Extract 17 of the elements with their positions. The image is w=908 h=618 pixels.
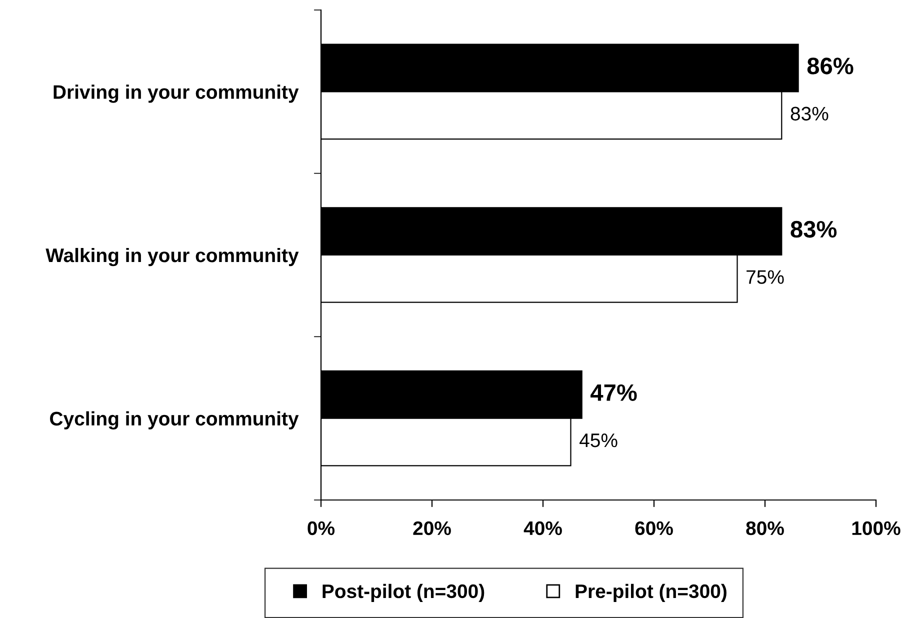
x-tick-label: 20% (413, 521, 451, 536)
data-label: 75% (746, 270, 784, 284)
x-tick-label: 40% (524, 521, 562, 536)
y-tick-label: Walking in your community (46, 248, 299, 266)
data-label: 83% (790, 220, 837, 238)
legend-label: Post-pilot (n=300) (322, 584, 484, 602)
x-tick-label: 100% (852, 521, 900, 536)
x-tick-label: 80% (746, 521, 784, 536)
data-label: 47% (590, 384, 637, 401)
x-tick-label: 0% (308, 521, 335, 536)
legend-label: Pre-pilot (n=300) (576, 584, 726, 602)
x-tick-label: 60% (635, 521, 673, 536)
data-label: 45% (580, 434, 618, 448)
data-label: 86% (807, 58, 854, 74)
data-label: 83% (790, 106, 828, 121)
y-tick-label: Driving in your community (54, 84, 299, 103)
y-tick-label: Cycling in your community (50, 411, 299, 430)
